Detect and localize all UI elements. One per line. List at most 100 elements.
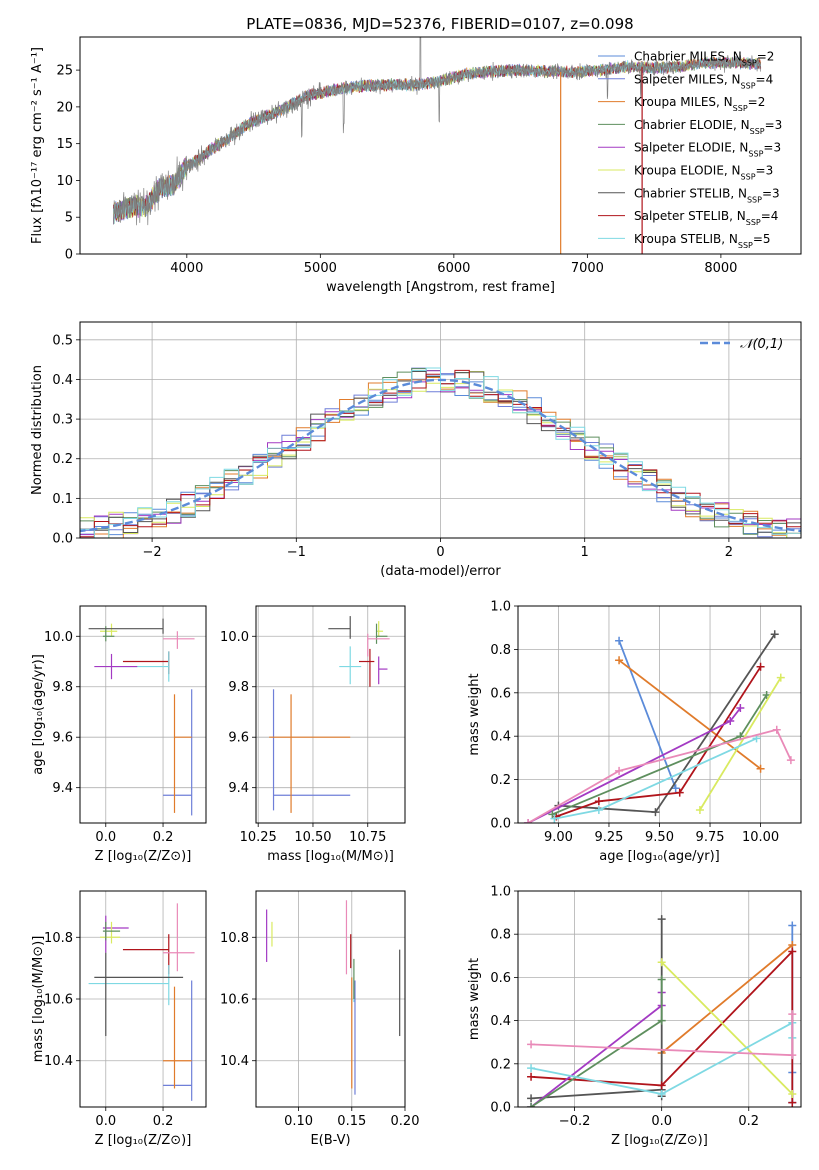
point-marker: [527, 1094, 536, 1103]
y-tick-label: 9.8: [52, 680, 73, 695]
point-marker: [788, 921, 797, 930]
legend-entry: Chabrier MILES, NSSP=2: [634, 50, 774, 68]
y-tick-label: 10.4: [44, 1054, 73, 1069]
point-marker: [651, 808, 660, 817]
x-axis-label: E(B-V): [310, 1133, 350, 1148]
panel-residuals: −2 −1 0 1 2 0.0 0.1 0.2 0.3 0.4 0.5 (data-model)/er…: [30, 321, 802, 579]
point-marker: [524, 819, 533, 823]
point-marker: [527, 1064, 536, 1073]
error-bars: [269, 616, 390, 813]
x-tick-label: −1: [287, 545, 306, 560]
axes-frame: [79, 36, 802, 255]
x-axis-label: (data-model)/error: [380, 564, 501, 579]
y-tick-label: 25: [56, 64, 73, 79]
point-marker: [615, 766, 624, 775]
y-tick-label: 0: [65, 248, 73, 263]
point-marker: [756, 662, 765, 671]
point-marker: [527, 1040, 536, 1049]
y-tick-label: 0.4: [490, 1014, 511, 1029]
y-tick-label: 9.6: [228, 731, 249, 746]
y-axis-label: Normed distribution: [30, 365, 45, 495]
y-tick-label: 20: [56, 100, 73, 115]
y-tick-label: 9.6: [52, 731, 73, 746]
error-bars: [88, 903, 195, 1101]
legend-entry: Kroupa ELODIE, NSSP=3: [634, 164, 773, 182]
legend-entry: Salpeter ELODIE, NSSP=3: [634, 141, 781, 159]
x-tick-label: −2: [143, 545, 162, 560]
point-marker: [657, 958, 666, 967]
y-tick-label: 0.2: [490, 773, 511, 788]
point-marker: [788, 1051, 797, 1060]
x-tick-label: 9.75: [696, 830, 725, 845]
axes-frame: [79, 321, 802, 539]
y-tick-label: 10: [56, 174, 73, 189]
panel-weight_vs_age: 9.00 9.25 9.50 9.75 10.00 0.0 0.2 0.4 0.6 0.8 1.0 a…: [467, 600, 802, 864]
x-tick-label: 10.50: [294, 830, 331, 845]
series-line: [661, 961, 793, 1095]
y-axis-label: Flux [fλ10⁻¹⁷ erg cm⁻² s⁻¹ A⁻¹]: [30, 47, 45, 244]
point-marker: [788, 1010, 797, 1019]
x-tick-label: 1: [581, 545, 589, 560]
y-tick-label: 10.8: [44, 931, 73, 946]
y-axis-label: mass [log₁₀(M/M⊙)]: [31, 936, 46, 1063]
legend-entry: Chabrier STELIB, NSSP=3: [634, 186, 780, 204]
x-tick-label: 0.15: [337, 1114, 366, 1129]
point-marker: [657, 1090, 666, 1099]
point-marker: [594, 805, 603, 814]
point-marker: [671, 784, 680, 793]
panel-age_vs_mass: 10.25 10.50 10.75 9.4 9.6 9.8 10.0 mass [log₁₀(…: [220, 605, 406, 864]
y-tick-label: 0.8: [490, 643, 511, 658]
panel-age_vs_Z: 0.0 0.2 9.4 9.6 9.8 10.0 Z [log₁₀(Z/Z⊙)] age [l…: [31, 605, 207, 864]
x-tick-label: 0: [436, 545, 444, 560]
point-marker: [675, 788, 684, 797]
legend-entry: Chabrier ELODIE, NSSP=3: [634, 118, 782, 136]
point-marker: [615, 636, 624, 645]
x-tick-label: 6000: [437, 261, 470, 276]
x-tick-label: 0.0: [651, 1114, 672, 1129]
series-line: [527, 728, 792, 823]
series-lines: [524, 630, 795, 823]
point-marker: [657, 975, 666, 984]
legend-entry: Salpeter MILES, NSSP=4: [634, 72, 773, 90]
x-tick-label: 4000: [170, 261, 203, 276]
legend-entry: Kroupa MILES, NSSP=2: [634, 95, 765, 113]
point-marker: [726, 717, 735, 726]
x-tick-label: 8000: [704, 261, 737, 276]
series-lines: [527, 915, 797, 1107]
y-axis-label: age [log₁₀(age/yr)]: [31, 654, 46, 775]
axes-frame: [517, 605, 802, 824]
spectrum-lines: [113, 37, 762, 254]
series-line: [618, 640, 677, 789]
y-axis-label: mass weight: [467, 673, 482, 755]
y-tick-label: 0.0: [490, 817, 511, 832]
y-tick-label: 0.4: [52, 373, 73, 388]
point-marker: [550, 814, 559, 823]
axes-frame: [255, 605, 406, 824]
y-tick-label: 0.1: [52, 492, 73, 507]
point-marker: [657, 1016, 666, 1025]
panel-weight_vs_Z: −0.2 0.0 0.2 0.0 0.2 0.4 0.6 0.8 1.0 Z [log₁₀(Z/Z…: [467, 885, 802, 1148]
x-tick-label: 0.20: [391, 1114, 420, 1129]
y-tick-label: 5: [65, 211, 73, 226]
y-tick-label: 0.2: [52, 452, 73, 467]
panel-mass_vs_Z: 0.0 0.2 10.4 10.6 10.8 Z [log₁₀(Z/Z⊙)] mass [l…: [31, 890, 207, 1148]
y-tick-label: 0.3: [52, 413, 73, 428]
y-axis-label: mass weight: [467, 958, 482, 1040]
axes-frame: [517, 890, 802, 1108]
x-tick-label: 0.10: [284, 1114, 313, 1129]
point-marker: [770, 630, 779, 639]
point-marker: [548, 810, 557, 819]
y-tick-label: 1.0: [490, 600, 511, 615]
point-marker: [527, 1072, 536, 1081]
point-marker: [657, 915, 666, 924]
legend-entry: Salpeter STELIB, NSSP=4: [634, 209, 778, 227]
y-tick-label: 9.4: [228, 781, 249, 796]
y-tick-label: 10.8: [220, 931, 249, 946]
point-marker: [756, 764, 765, 773]
error-bars: [266, 900, 401, 1095]
x-tick-label: 9.50: [645, 830, 674, 845]
y-tick-label: 0.5: [52, 333, 73, 348]
panel-spectrum: 4000 5000 6000 7000 8000 0 5 10 15 20 25 wavelength…: [30, 36, 802, 295]
y-tick-label: 10.6: [220, 993, 249, 1008]
point-marker: [772, 725, 781, 734]
